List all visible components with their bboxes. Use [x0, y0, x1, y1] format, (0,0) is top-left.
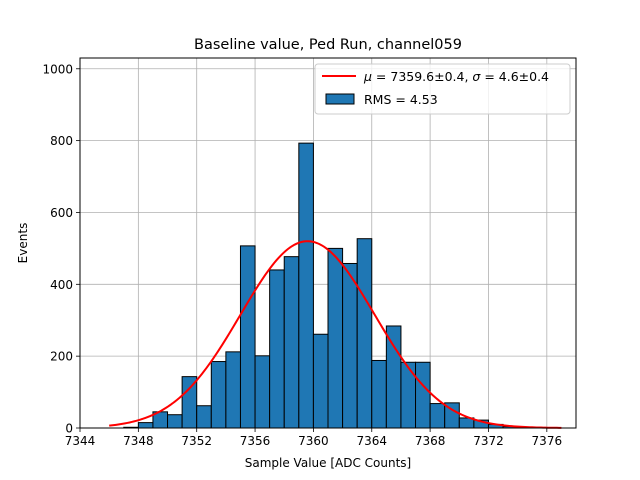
y-tick-label: 0 [65, 422, 73, 436]
histogram-bar [137, 422, 154, 429]
histogram-bar [167, 414, 183, 429]
histogram-bar [239, 245, 256, 429]
y-tick-label: 600 [50, 206, 73, 220]
x-tick-label: 7352 [181, 434, 212, 448]
histogram-bar [342, 262, 358, 429]
histogram-bar [371, 359, 387, 429]
histogram-bar [327, 247, 344, 429]
legend-fit-label: μ = 7359.6±0.4, σ = 4.6±0.4 [363, 69, 549, 84]
histogram-bar [181, 376, 198, 429]
y-axis-label: Events [16, 223, 30, 264]
axis-ticks: 7344 7348 7352 7356 7360 7364 7368 7372 7376 0 200… [42, 62, 562, 448]
histogram-bar [210, 361, 227, 429]
legend-box [314, 63, 571, 115]
x-axis-label: Sample Value [ADC Counts] [245, 456, 411, 470]
y-tick-label: 200 [50, 350, 73, 364]
x-tick-label: 7372 [473, 434, 504, 448]
histogram-bar [196, 405, 212, 429]
gaussian-fit-curve [109, 240, 562, 429]
x-tick-label: 7368 [415, 434, 446, 448]
y-tick-label: 800 [50, 134, 73, 148]
x-tick-label: 7360 [298, 434, 329, 448]
x-tick-label: 7376 [532, 434, 563, 448]
histogram-bar [298, 142, 314, 429]
x-tick-label: 7364 [356, 434, 387, 448]
x-tick-label: 7344 [65, 434, 96, 448]
histogram-bar [269, 269, 285, 429]
histogram-bar [385, 325, 402, 429]
histogram-bar [283, 256, 300, 429]
legend-sigma-symbol: σ [472, 69, 481, 84]
x-tick-label: 7356 [240, 434, 271, 448]
legend-mu-text: = 7359.6±0.4, [372, 69, 472, 84]
legend-mu-symbol: μ [363, 69, 372, 84]
histogram-bar [356, 238, 373, 429]
legend-histogram-label: RMS = 4.53 [364, 92, 438, 107]
plot-area-frame [79, 57, 577, 429]
histogram-bar [400, 361, 417, 429]
histogram-bar [429, 403, 446, 429]
legend-histogram-swatch [325, 93, 355, 105]
x-tick-label: 7348 [123, 434, 154, 448]
histogram-bar [254, 355, 271, 429]
y-tick-label: 1000 [42, 62, 73, 76]
histogram-bar [225, 351, 241, 429]
fit-curve-layer [109, 240, 562, 429]
y-tick-label: 400 [50, 278, 73, 292]
legend-sigma-text: = 4.6±0.4 [480, 69, 549, 84]
histogram-bar [415, 361, 431, 429]
histogram-bar [312, 333, 329, 429]
chart-title: Baseline value, Ped Run, channel059 [194, 37, 462, 53]
legend: μ = 7359.6±0.4, σ = 4.6±0.4 RMS = 4.53 [314, 63, 571, 115]
